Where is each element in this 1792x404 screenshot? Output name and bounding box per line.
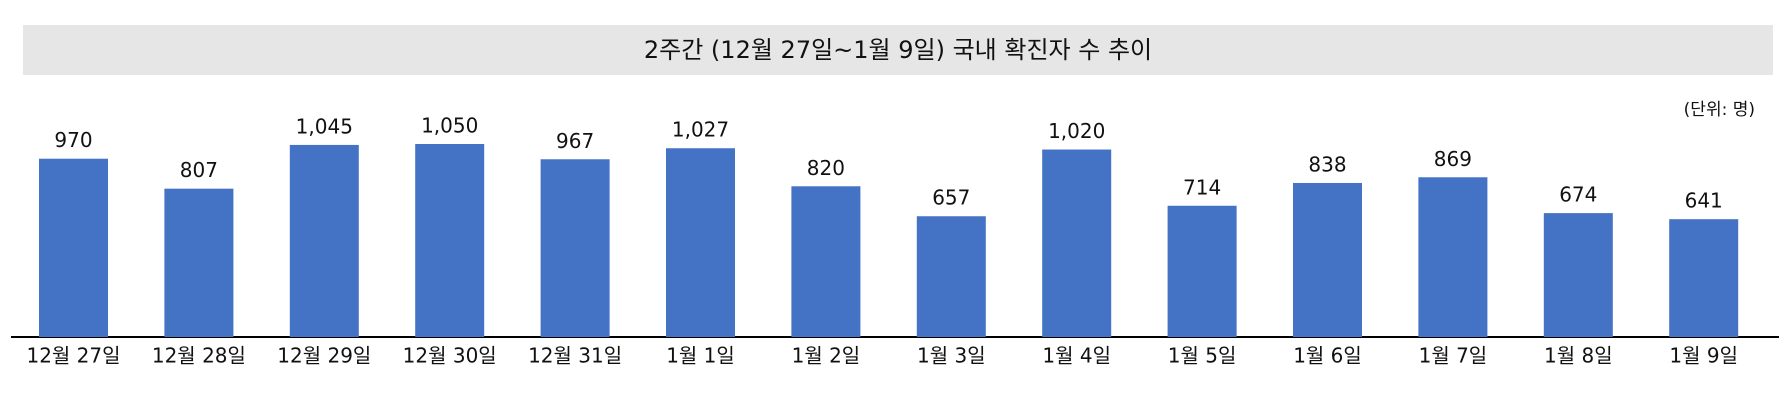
value-label: 869 (1434, 147, 1472, 171)
bar (1418, 177, 1488, 337)
x-tick-label: 12월 28일 (152, 344, 246, 368)
bar (1293, 182, 1362, 337)
x-tick-label: 12월 31일 (528, 344, 622, 368)
x-tick-label: 12월 29일 (277, 344, 371, 368)
x-tick-label: 1월 6일 (1293, 344, 1362, 368)
value-label: 657 (932, 186, 970, 210)
value-label: 1,050 (421, 114, 478, 138)
bar (666, 148, 735, 337)
value-label: 1,020 (1048, 119, 1105, 143)
x-tick-label: 1월 8일 (1544, 344, 1613, 368)
chart-title: 2주간 (12월 27일~1월 9일) 국내 확진자 수 추이 (644, 36, 1152, 64)
bar (39, 158, 108, 337)
value-label: 807 (180, 158, 218, 182)
value-label: 970 (54, 128, 92, 152)
value-label: 838 (1308, 152, 1346, 176)
bar (540, 159, 610, 337)
bar (1042, 149, 1112, 337)
bar (916, 216, 986, 337)
value-label: 820 (807, 156, 845, 180)
x-tick-label: 12월 30일 (403, 344, 497, 368)
value-label: 1,027 (672, 118, 729, 142)
value-label: 967 (556, 129, 594, 153)
x-tick-label: 1월 1일 (666, 344, 735, 368)
x-tick-label: 1월 4일 (1042, 344, 1111, 368)
x-tick-label: 1월 5일 (1168, 344, 1237, 368)
bar (1543, 213, 1613, 337)
value-label: 641 (1685, 189, 1723, 213)
x-tick-label: 12월 27일 (26, 344, 120, 368)
bar (791, 186, 861, 337)
bar (289, 144, 359, 337)
value-label: 714 (1183, 175, 1221, 199)
value-label: 674 (1559, 183, 1597, 207)
x-tick-label: 1월 3일 (917, 344, 986, 368)
x-tick-label: 1월 9일 (1669, 344, 1738, 368)
bar (1167, 205, 1237, 337)
x-tick-label: 1월 2일 (792, 344, 861, 368)
bar (415, 144, 485, 337)
title-bar (23, 25, 1773, 75)
bar (164, 188, 234, 337)
value-label: 1,045 (296, 114, 353, 138)
x-tick-label: 1월 7일 (1419, 344, 1488, 368)
unit-label: (단위: 명) (1684, 100, 1755, 120)
bar (1669, 219, 1739, 337)
